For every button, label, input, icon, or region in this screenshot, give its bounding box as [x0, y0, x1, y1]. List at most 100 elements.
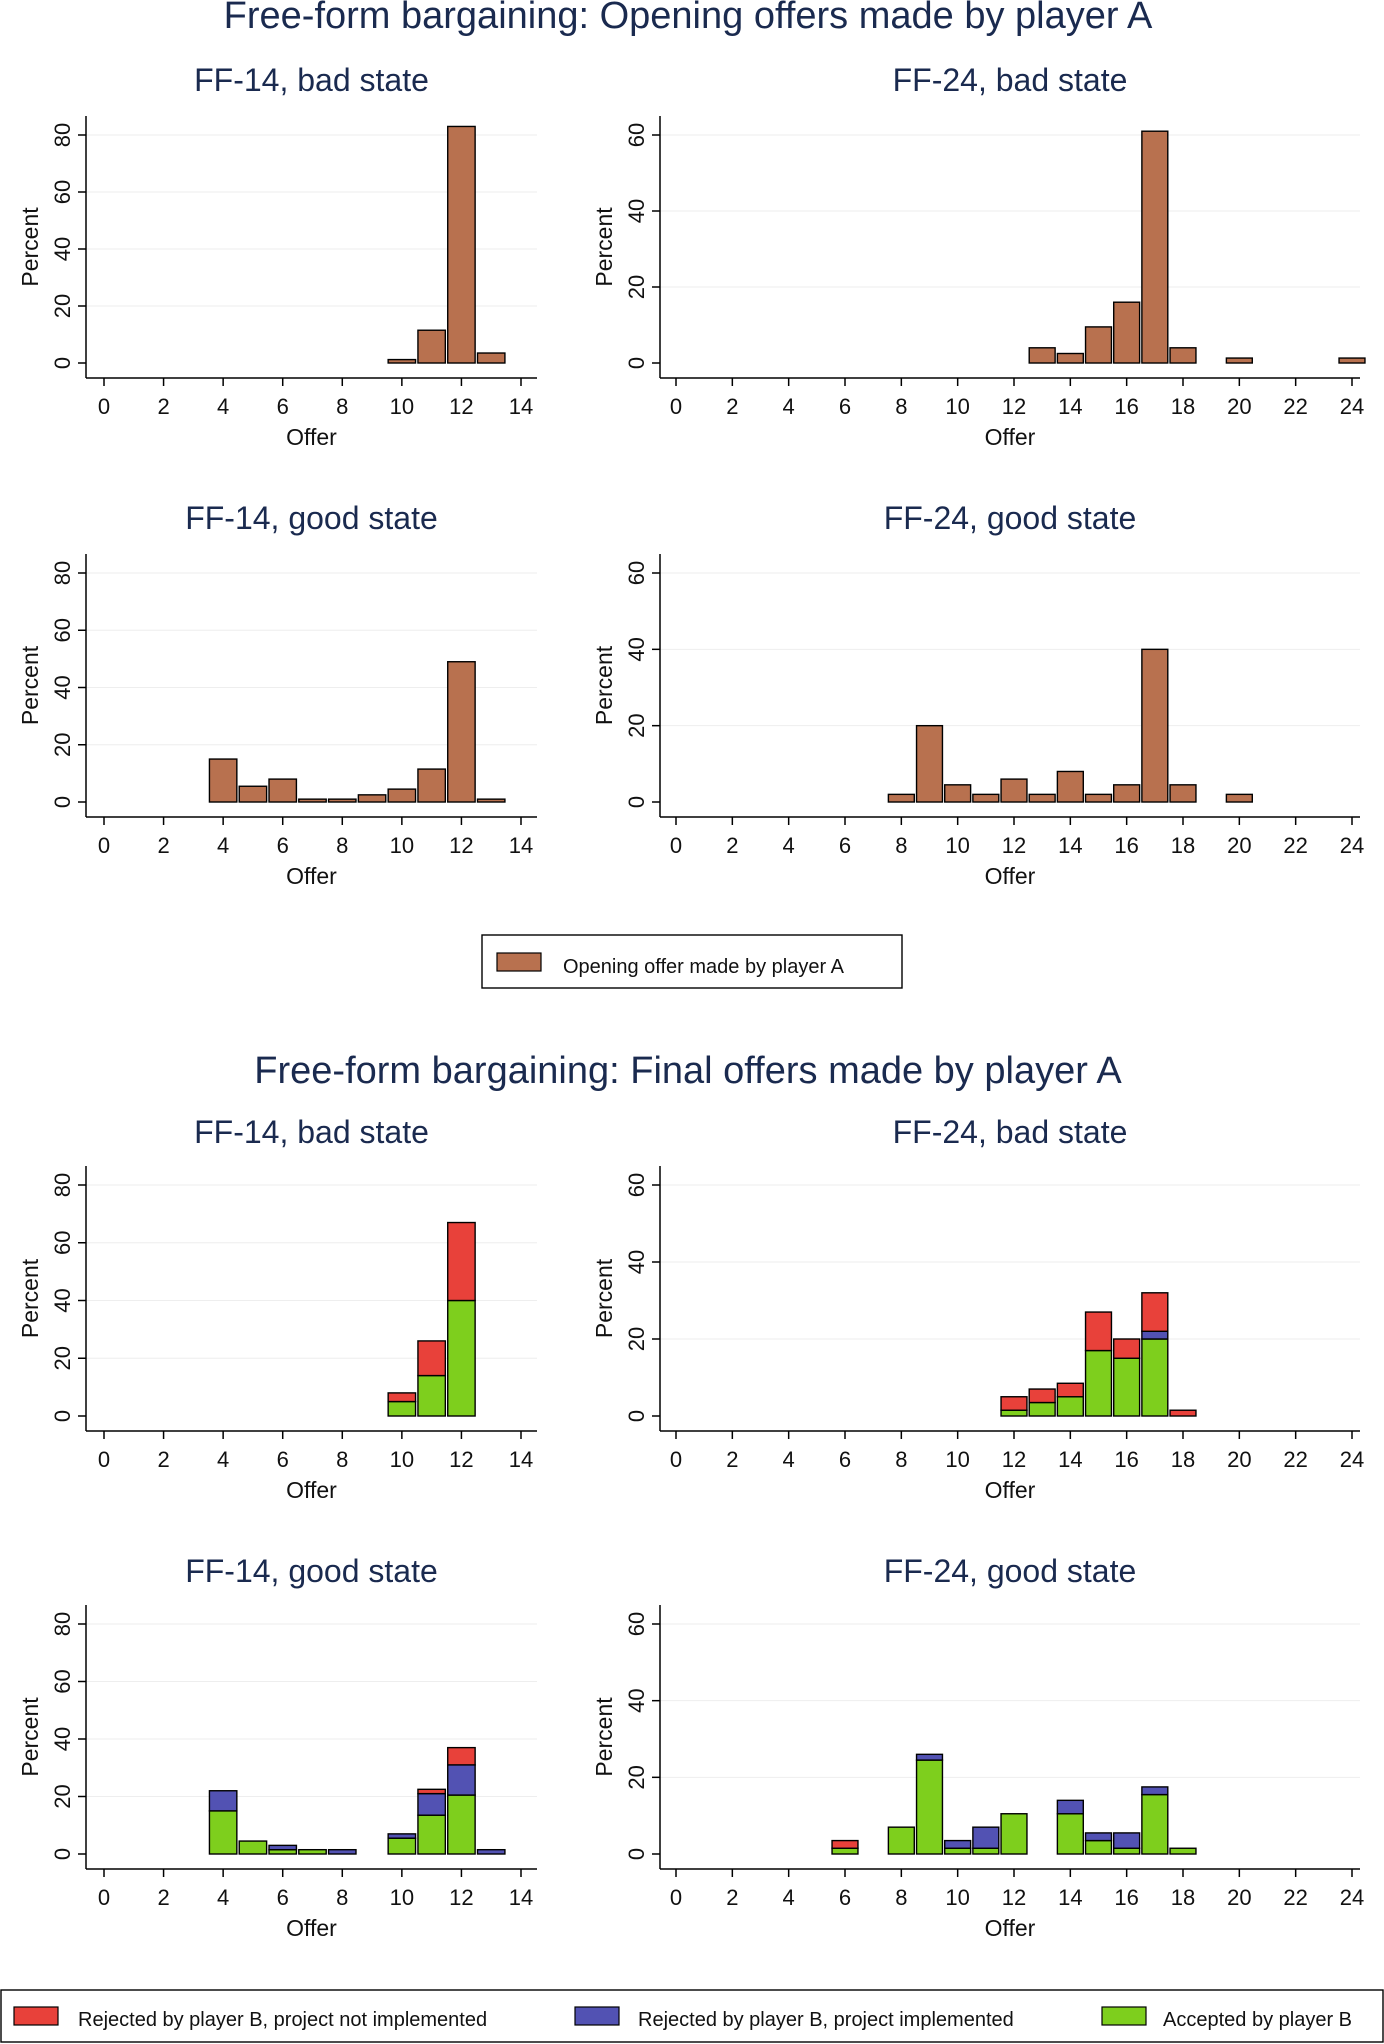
y-axis-label: Percent [591, 645, 617, 725]
y-tick-label: 40 [624, 1250, 649, 1274]
x-tick-label: 12 [1002, 1447, 1026, 1472]
x-tick-label: 12 [1002, 833, 1026, 858]
x-tick-label: 4 [783, 394, 795, 419]
x-tick-label: 18 [1171, 394, 1195, 419]
bar [1169, 784, 1197, 803]
x-tick-label: 6 [839, 1447, 851, 1472]
bar-segment [447, 1794, 476, 1855]
panel-5: FF-14, bad state 0 20 40 60 80 0 2 4 6 8 10 12 14 Offe… [17, 1114, 537, 1503]
y-tick-label: 40 [50, 1727, 75, 1751]
bar [357, 794, 387, 803]
y-axis-label: Percent [591, 207, 617, 287]
bar-segment [447, 1764, 476, 1796]
x-tick-label: 24 [1340, 394, 1364, 419]
bar-segment [417, 1340, 447, 1377]
bar-segment [1141, 1292, 1169, 1333]
x-tick-label: 16 [1114, 1885, 1138, 1910]
y-tick-label: 20 [624, 275, 649, 299]
x-tick-label: 12 [449, 1885, 473, 1910]
bar [1113, 784, 1141, 803]
panel-title: FF-14, bad state [194, 62, 429, 98]
y-axis-label: Percent [17, 645, 43, 725]
section-title-final: Free-form bargaining: Final offers made … [254, 1050, 1122, 1092]
x-tick-label: 6 [277, 394, 289, 419]
panel-title: FF-24, good state [884, 1553, 1137, 1589]
x-tick-label: 22 [1283, 394, 1307, 419]
x-tick-label: 16 [1114, 394, 1138, 419]
bar [944, 784, 972, 803]
y-axis-label: Percent [17, 207, 43, 287]
x-axis-label: Offer [286, 1477, 337, 1503]
bar [1056, 352, 1084, 364]
x-tick-label: 12 [449, 833, 473, 858]
bar-segment [1056, 1813, 1084, 1855]
bar-segment [417, 1788, 447, 1795]
y-axis-label: Percent [17, 1697, 43, 1777]
x-tick-label: 14 [1058, 1447, 1082, 1472]
bar-segment [417, 1792, 447, 1816]
legend-final: Rejected by player B, project not implem… [0, 1989, 1384, 2043]
y-tick-label: 40 [624, 1688, 649, 1712]
x-tick-label: 8 [336, 833, 348, 858]
y-tick-label: 20 [624, 1327, 649, 1351]
x-tick-label: 2 [726, 1885, 738, 1910]
x-tick-label: 4 [783, 1447, 795, 1472]
y-tick-label: 60 [624, 1173, 649, 1197]
y-axis-label: Percent [17, 1258, 43, 1338]
legend-final-label-accepted: Accepted by player B [1163, 2009, 1352, 2031]
x-tick-label: 12 [449, 1447, 473, 1472]
y-tick-label: 0 [50, 1848, 75, 1860]
bar-segment [417, 1374, 447, 1417]
y-tick-label: 60 [50, 180, 75, 204]
bar-segment [268, 1844, 298, 1851]
y-tick-label: 40 [50, 675, 75, 699]
x-tick-label: 10 [945, 394, 969, 419]
bar-segment [1028, 1388, 1056, 1404]
bar [268, 778, 298, 803]
y-tick-label: 0 [624, 796, 649, 808]
bar-segment [1113, 1357, 1141, 1417]
y-tick-label: 20 [50, 733, 75, 757]
bar [298, 798, 327, 803]
y-tick-label: 20 [624, 1765, 649, 1789]
bar [476, 352, 506, 364]
bar-segment [1084, 1832, 1113, 1842]
bar-segment [1056, 1799, 1084, 1815]
legend-opening: Opening offer made by player A [481, 934, 903, 989]
x-tick-label: 0 [670, 1885, 682, 1910]
x-tick-label: 0 [670, 394, 682, 419]
bar [1225, 793, 1253, 803]
x-tick-label: 2 [726, 1447, 738, 1472]
bar [1084, 326, 1113, 364]
x-tick-label: 18 [1171, 1885, 1195, 1910]
bar-segment [238, 1840, 268, 1855]
y-tick-label: 80 [50, 561, 75, 585]
x-tick-label: 14 [509, 1885, 533, 1910]
x-tick-label: 0 [670, 1447, 682, 1472]
bar-segment [387, 1837, 417, 1855]
bar [447, 125, 476, 364]
bar-segment [831, 1847, 859, 1855]
x-tick-label: 2 [157, 1885, 169, 1910]
bar-segment [1169, 1847, 1197, 1855]
bar-segment [327, 1848, 357, 1855]
x-axis-label: Offer [985, 1915, 1036, 1941]
bar [238, 785, 268, 803]
x-tick-label: 2 [157, 833, 169, 858]
x-axis-label: Offer [286, 863, 337, 889]
x-tick-label: 18 [1171, 833, 1195, 858]
x-tick-label: 2 [157, 394, 169, 419]
x-tick-label: 6 [277, 1885, 289, 1910]
bar-segment [1113, 1847, 1141, 1855]
x-tick-label: 22 [1283, 1885, 1307, 1910]
panel-title: FF-24, bad state [893, 62, 1128, 98]
y-tick-label: 0 [50, 1410, 75, 1422]
x-tick-label: 20 [1227, 1447, 1251, 1472]
bar-segment [1000, 1409, 1028, 1417]
bar [1028, 793, 1056, 803]
bar-segment [1113, 1338, 1141, 1359]
y-tick-label: 0 [624, 357, 649, 369]
bar-segment [1141, 1786, 1169, 1796]
